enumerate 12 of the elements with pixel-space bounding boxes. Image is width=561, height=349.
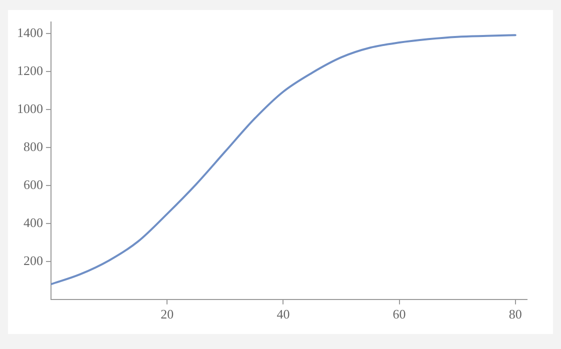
x-tick-label: 80: [508, 306, 522, 322]
x-tick-label: 60: [392, 306, 406, 322]
line-series: [51, 34, 516, 286]
y-tick-label: 800: [24, 138, 43, 154]
y-tick-label: 1000: [17, 100, 43, 116]
x-tick-label: 40: [276, 306, 290, 322]
y-tick-label: 400: [24, 214, 43, 230]
y-tick-label: 1200: [17, 62, 43, 78]
x-tick-label: 20: [160, 306, 174, 322]
y-tick-label: 600: [24, 176, 43, 192]
y-tick-label: 200: [24, 252, 43, 268]
y-tick-label: 1400: [17, 24, 43, 40]
